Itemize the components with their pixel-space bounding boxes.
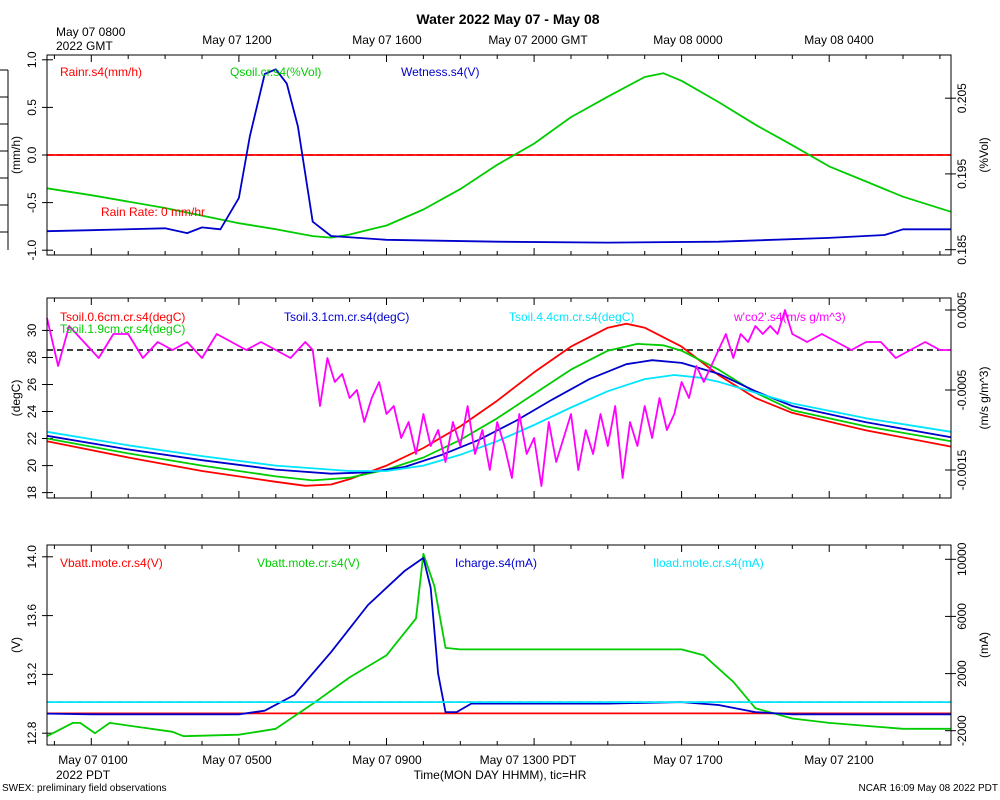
left-tick-label: 24 — [25, 405, 39, 419]
legend-rainr: Rainr.s4(mm/h) — [60, 65, 142, 79]
right-tick-label: -2000 — [955, 715, 969, 746]
legend-vbatt-green: Vbatt.mote.cr.s4(V) — [257, 556, 360, 570]
panel-2-left-axis-label: (degC) — [9, 380, 23, 417]
legend-iload: Iload.mote.cr.s4(mA) — [653, 556, 764, 570]
left-edge-ticks — [0, 69, 9, 250]
top-axis-labels: May 07 1200 May 07 1600 May 07 2000 GMT … — [202, 33, 874, 47]
panel-1-frame — [46, 54, 952, 256]
series-tsoil-3-1cm-cr-s4-degc — [46, 359, 952, 475]
left-tick-label: 0.0 — [25, 146, 39, 163]
left-tick-label: 13.6 — [25, 604, 39, 628]
right-tick-label: -0.0005 — [955, 369, 969, 410]
right-tick-label: 0.195 — [955, 159, 969, 189]
top-axis-first-label-line2: 2022 GMT — [56, 39, 113, 53]
bottom-axis-labels: May 07 0100 May 07 0500 May 07 0900 May … — [58, 753, 874, 767]
right-tick-label: 0.205 — [955, 83, 969, 113]
panel-1-right-axis-label: (%Vol) — [977, 137, 991, 172]
series-tsoil-4-4cm-cr-s4-degc — [46, 374, 952, 472]
rain-rate-annotation: Rain Rate: 0 mm/hr — [101, 205, 205, 219]
panel-3-right-axis-label: (mA) — [977, 632, 991, 658]
series-icharge-s4-ma — [46, 557, 951, 716]
left-tick-label: 14.0 — [25, 545, 39, 569]
panel-1: -1.0 -0.5 0.0 0.5 1.0 0.185 0.195 0.205 (mm/h)… — [9, 51, 991, 265]
bottom-axis-label: May 07 2100 — [804, 753, 874, 767]
footer-left: SWEX: preliminary field observations — [2, 783, 167, 794]
right-tick-label: 6000 — [955, 603, 969, 630]
left-tick-label: 30 — [25, 323, 39, 337]
right-tick-label: 10000 — [955, 542, 969, 576]
panel-3-left-axis-label: (V) — [9, 637, 23, 653]
left-tick-label: 12.8 — [25, 721, 39, 745]
panel-2-left-tick-labels: 18 20 22 24 26 28 30 — [25, 323, 39, 499]
left-tick-label: 26 — [25, 378, 39, 392]
left-tick-label: -0.5 — [25, 192, 39, 213]
panel-1-right-tick-labels: 0.185 0.195 0.205 — [955, 83, 969, 265]
panel-2-ticks — [42, 298, 956, 498]
legend-tsoil-3-1: Tsoil.3.1cm.cr.s4(degC) — [284, 310, 409, 324]
top-axis-label: May 07 1200 — [202, 33, 272, 47]
panel-3-left-tick-labels: 12.8 13.2 13.6 14.0 — [25, 545, 39, 745]
panel-1-series — [46, 68, 952, 244]
panel-2-right-tick-labels: -0.0015 -0.0005 0.0005 — [955, 291, 969, 490]
top-axis-first-label-line1: May 07 0800 — [56, 25, 126, 39]
right-tick-label: 0.185 — [955, 234, 969, 264]
left-tick-label: 13.2 — [25, 662, 39, 686]
left-tick-label: -1.0 — [25, 240, 39, 261]
legend-wco2: w'co2'.s4(m/s g/m^3) — [733, 310, 846, 324]
legend-vbatt-red: Vbatt.mote.cr.s4(V) — [60, 556, 163, 570]
right-tick-label: 2000 — [955, 660, 969, 687]
bottom-axis-label: May 07 0900 — [352, 753, 422, 767]
series-qsoil-cr-s4-vol — [46, 72, 952, 239]
legend-tsoil-4-4: Tsoil.4.4cm.cr.s4(degC) — [509, 310, 634, 324]
top-axis-label: May 08 0400 — [804, 33, 874, 47]
left-tick-label: 28 — [25, 351, 39, 365]
panel-3-right-tick-labels: -2000 2000 6000 10000 — [955, 542, 969, 746]
legend-qsoil: Qsoil.cr.s4(%Vol) — [230, 65, 321, 79]
footer-right: NCAR 16:09 May 08 2022 PDT — [858, 783, 998, 794]
series-vbatt-mote-cr-s4-v — [46, 552, 951, 738]
chart-title: Water 2022 May 07 - May 08 — [416, 11, 599, 27]
panel-2-series — [46, 309, 952, 487]
left-tick-label: 1.0 — [25, 51, 39, 68]
legend-icharge: Icharge.s4(mA) — [455, 556, 537, 570]
bottom-axis-label: May 07 1700 — [653, 753, 723, 767]
top-axis-label: May 07 1600 — [352, 33, 422, 47]
legend-tsoil-1-9: Tsoil.1.9cm.cr.s4(degC) — [60, 322, 185, 336]
panel-2-frame — [46, 297, 952, 499]
panel-2: 18 20 22 24 26 28 30 -0.0015 -0.0005 0.0005 (deg… — [9, 291, 991, 499]
panel-3-frame — [46, 544, 952, 746]
left-tick-label: 0.5 — [25, 99, 39, 116]
panel-2-right-axis-label: (m/s g/m^3) — [977, 367, 991, 430]
legend-wetness: Wetness.s4(V) — [401, 65, 479, 79]
left-tick-label: 18 — [25, 486, 39, 500]
top-axis-label: May 08 0000 — [653, 33, 723, 47]
series-tsoil-1-9cm-cr-s4-degc — [46, 342, 952, 482]
panel-1-ticks — [42, 55, 956, 255]
panel-1-left-tick-labels: -1.0 -0.5 0.0 0.5 1.0 — [25, 51, 39, 260]
bottom-axis-label: May 07 1300 PDT — [480, 753, 577, 767]
panel-3-series — [46, 552, 951, 738]
series-wetness-s4-v — [46, 68, 951, 244]
right-tick-label: -0.0015 — [955, 449, 969, 490]
top-axis-label: May 07 2000 GMT — [488, 33, 588, 47]
panel-3-ticks — [42, 545, 956, 745]
series-w-co2-s4-m-s-g-m-3 — [46, 309, 951, 487]
left-tick-label: 22 — [25, 432, 39, 446]
x-axis-title: Time(MON DAY HHMM), tic=HR — [414, 768, 587, 782]
right-tick-label: 0.0005 — [955, 291, 969, 328]
left-tick-label: 20 — [25, 459, 39, 473]
panel-1-left-axis-label: (mm/h) — [9, 136, 23, 174]
bottom-axis-year-label: 2022 PDT — [56, 768, 111, 782]
bottom-axis-label: May 07 0500 — [202, 753, 272, 767]
bottom-axis-label: May 07 0100 — [58, 753, 128, 767]
legend-tsoil-0-6: Tsoil.0.6cm.cr.s4(degC) — [60, 310, 185, 324]
